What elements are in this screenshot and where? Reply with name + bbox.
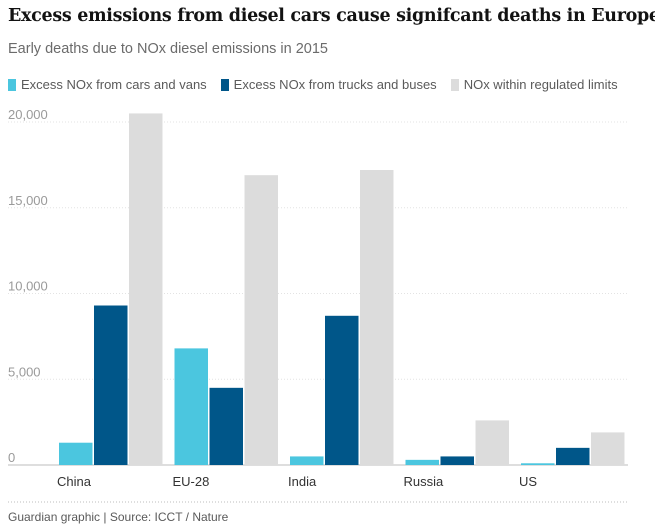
legend-label-regulated: NOx within regulated limits xyxy=(463,77,618,92)
y-tick-label: 5,000 xyxy=(8,364,41,379)
bar-russia-1 xyxy=(440,456,474,465)
x-tick-label: Russia xyxy=(404,474,445,489)
y-tick-label: 20,000 xyxy=(8,107,48,122)
x-tick-label: US xyxy=(519,474,537,489)
bar-us-2 xyxy=(591,432,625,465)
x-tick-label: India xyxy=(288,474,317,489)
legend-swatch-cars-vans xyxy=(8,78,16,91)
bar-us-0 xyxy=(521,463,555,465)
bar-china-2 xyxy=(129,113,163,466)
chart-subtitle: Early deaths due to NOx diesel emissions… xyxy=(8,41,328,57)
bar-china-1 xyxy=(94,305,128,465)
y-tick-label: 10,000 xyxy=(8,279,48,294)
chart-title: Excess emissions from diesel cars cause … xyxy=(8,6,655,26)
bar-eu-28-0 xyxy=(174,348,208,465)
bar-eu-28-2 xyxy=(244,175,278,466)
bar-eu-28-1 xyxy=(209,387,243,465)
legend-swatch-regulated xyxy=(450,78,459,91)
bar-china-0 xyxy=(59,442,93,465)
legend-item-trucks-buses: Excess NOx from trucks and buses xyxy=(220,77,437,92)
bar-india-0 xyxy=(290,456,324,465)
y-tick-label: 0 xyxy=(8,450,15,465)
bar-india-1 xyxy=(325,315,359,465)
y-axis-labels: 20,000 15,000 10,000 5,000 0 xyxy=(8,107,48,465)
legend-item-regulated: NOx within regulated limits xyxy=(450,77,618,92)
legend-label-cars-vans: Excess NOx from cars and vans xyxy=(21,77,207,92)
legend-label-trucks-buses: Excess NOx from trucks and buses xyxy=(233,77,437,92)
x-axis-labels: China EU-28 India Russia US xyxy=(57,474,537,489)
legend-item-cars-vans: Excess NOx from cars and vans xyxy=(8,77,207,92)
y-tick-label: 15,000 xyxy=(8,193,48,208)
bar-russia-0 xyxy=(405,459,439,465)
bar-india-2 xyxy=(360,170,394,465)
bar-russia-2 xyxy=(475,420,509,465)
legend: Excess NOx from cars and vans Excess NOx… xyxy=(8,77,618,92)
x-tick-label: EU-28 xyxy=(173,474,210,489)
x-tick-label: China xyxy=(57,474,92,489)
legend-swatch-trucks-buses xyxy=(220,78,229,91)
source-note: Guardian graphic | Source: ICCT / Nature xyxy=(8,510,229,524)
bars xyxy=(59,113,625,466)
bar-us-1 xyxy=(556,447,590,465)
